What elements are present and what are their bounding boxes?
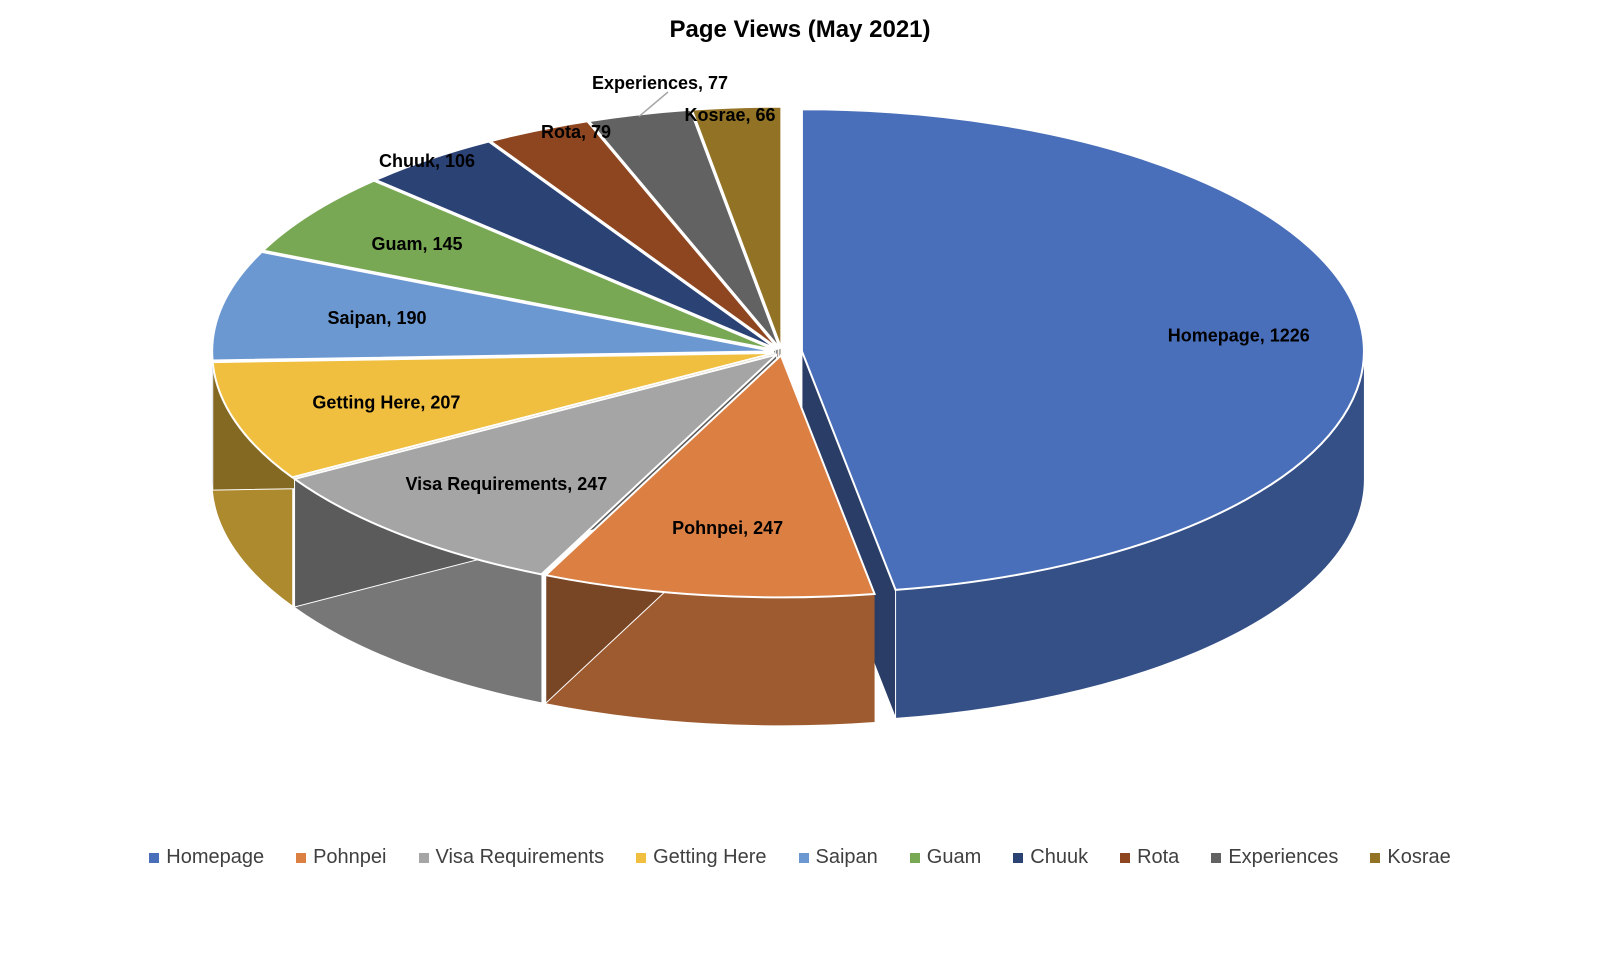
legend-swatch [296,852,307,863]
legend-label: Rota [1137,846,1180,868]
legend-item-homepage: Homepage [149,846,264,869]
legend-label: Chuuk [1030,846,1089,868]
legend-swatch [1013,852,1024,863]
legend-item-guam: Guam [909,846,982,869]
slice-top-saipan [211,250,775,362]
legend-swatch [1370,852,1381,863]
legend-swatch [798,852,809,863]
data-label-visa-requirements: Visa Requirements, 247 [405,474,607,494]
leader-line-experiences [638,91,669,117]
slice-top-experiences [587,108,781,350]
slice-homepage [800,108,1365,719]
slice-visa-requirements [292,353,778,703]
legend-swatch [1211,852,1222,863]
legend-label: Kosrae [1387,846,1451,868]
pie-slices [211,105,1365,726]
legend-item-getting-here: Getting Here [636,846,767,869]
legend-swatch [1120,852,1131,863]
data-label-kosrae: Kosrae, 66 [684,105,775,125]
slice-pohnpei [543,353,877,726]
legend-label: Pohnpei [313,846,387,868]
data-label-saipan: Saipan, 190 [327,308,426,328]
legend-item-pohnpei: Pohnpei [296,846,387,869]
chart-title: Page Views (May 2021) [669,16,931,43]
data-label-getting-here: Getting Here, 207 [312,393,460,413]
legend: Homepage Pohnpei Visa Requirements Getting … [0,846,1600,869]
legend-item-chuuk: Chuuk [1013,846,1088,869]
data-label-guam: Guam, 145 [371,234,462,254]
slice-top-rota [488,120,780,350]
legend-swatch [418,852,429,863]
slice-top-chuuk [373,140,778,351]
legend-item-kosrae: Kosrae [1370,846,1451,869]
data-label-homepage: Homepage, 1226 [1168,326,1310,346]
legend-item-rota: Rota [1120,846,1179,869]
legend-label: Saipan [815,846,878,868]
legend-label: Homepage [166,846,265,868]
legend-label: Visa Requirements [435,846,605,868]
legend-swatch [909,852,920,863]
legend-label: Experiences [1228,846,1339,868]
data-label-chuuk: Chuuk, 106 [379,151,475,171]
legend-label: Getting Here [653,846,767,868]
slice-top-kosrae [690,105,783,349]
slice-top-pohnpei [543,353,877,599]
legend-swatch [149,852,160,863]
legend-label: Guam [926,846,982,868]
data-label-rota: Rota, 79 [541,122,611,142]
legend-item-experiences: Experiences [1211,846,1338,869]
slice-top-visa-requirements [292,353,778,576]
slice-top-getting-here [211,351,775,479]
slice-top-guam [260,179,776,352]
slice-wall-homepage [895,351,1364,718]
slice-top-homepage [800,108,1365,591]
legend-swatch [636,852,647,863]
data-label-pohnpei: Pohnpei, 247 [672,518,783,538]
data-labels: Homepage, 1226 Pohnpei, 247 Visa Requireme… [312,73,1309,538]
leader-lines [638,91,669,117]
legend-item-saipan: Saipan [798,846,878,869]
data-label-experiences: Experiences, 77 [592,73,728,93]
legend-item-visa-requirements: Visa Requirements [418,846,605,869]
